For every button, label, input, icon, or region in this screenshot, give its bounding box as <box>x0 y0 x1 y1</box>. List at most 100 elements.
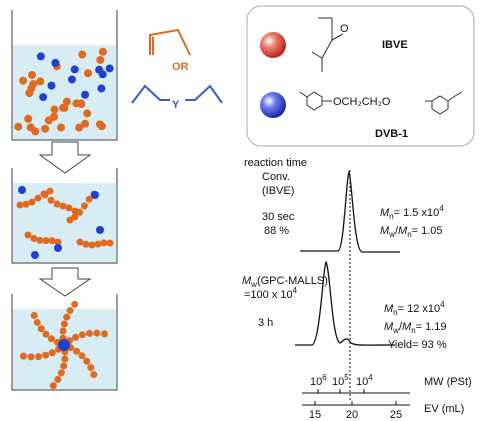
gpc-header: reaction time <box>244 157 307 169</box>
blue-particle <box>71 65 79 73</box>
orange-particle <box>89 242 96 249</box>
blue-particle <box>81 91 89 99</box>
orange-particle <box>54 201 61 208</box>
orange-particle <box>49 349 56 356</box>
orange-particle <box>50 113 58 121</box>
orange-particle <box>63 314 70 321</box>
mw-axis-label: MW (PSt) <box>424 376 472 388</box>
orange-particle <box>73 348 80 355</box>
blue-particle <box>95 66 103 74</box>
orange-particle <box>31 235 38 242</box>
orange-particle <box>61 321 68 328</box>
orange-particle <box>66 204 73 211</box>
orange-particle <box>35 195 42 202</box>
orange-particle <box>36 77 44 85</box>
gpc-header: (IBVE) <box>262 185 294 197</box>
orange-particle <box>107 240 114 247</box>
orange-particle <box>19 77 27 85</box>
orange-particle <box>38 325 45 332</box>
conv-label: 88 % <box>264 225 289 237</box>
orange-particle <box>28 71 36 79</box>
orange-particle <box>101 330 108 337</box>
blue-particle <box>68 75 76 83</box>
exponent: 6 <box>322 373 327 382</box>
orange-particle <box>90 371 97 378</box>
divinyl-label: Y <box>172 99 180 111</box>
orange-particle <box>93 330 100 337</box>
orange-particle <box>34 319 41 326</box>
orange-particle <box>28 353 35 360</box>
orange-particle <box>96 56 104 64</box>
orange-particle <box>96 120 104 128</box>
orange-particle <box>49 237 56 244</box>
vinyl-ether-structure <box>150 30 190 55</box>
star-core <box>58 339 70 351</box>
orange-particle <box>31 312 38 319</box>
blue-particle <box>91 191 99 199</box>
time-label: 30 sec <box>262 211 295 223</box>
orange-particle <box>79 331 86 338</box>
orange-particle <box>72 334 79 341</box>
mw-malls-value: =100 x 104 <box>244 286 298 301</box>
ibve-label: IBVE <box>382 39 408 51</box>
orange-particle <box>59 104 67 112</box>
orange-particle <box>14 123 22 131</box>
orange-particle <box>58 369 65 376</box>
orange-particle <box>42 192 49 199</box>
ev-tick-label: 15 <box>309 409 321 421</box>
orange-particle <box>23 201 30 208</box>
mw-tick-label: 105 <box>332 373 349 388</box>
beaker-air <box>13 10 116 45</box>
time-label: 3 h <box>258 317 273 329</box>
orange-particle <box>95 241 102 248</box>
orange-particle <box>42 352 49 359</box>
orange-particle <box>48 197 55 204</box>
orange-particle <box>54 376 61 383</box>
orange-particle <box>76 209 83 216</box>
base: 10 <box>356 376 368 388</box>
orange-particle <box>50 382 57 389</box>
legend-box <box>247 6 474 146</box>
orange-particle <box>78 51 86 59</box>
blue-particle <box>39 93 47 101</box>
blue-particle <box>48 82 56 90</box>
orange-particle <box>83 241 90 248</box>
blue-particle <box>54 244 62 252</box>
exponent: 5 <box>344 373 349 382</box>
orange-particle <box>99 48 107 56</box>
orange-particle <box>79 352 86 359</box>
orange-particle <box>86 330 93 337</box>
yield-label: Yield= 93 % <box>388 339 447 351</box>
orange-particle <box>77 239 84 246</box>
oxygen: O <box>340 23 349 35</box>
mn-label: Mn= 1.5 x104 <box>380 204 444 221</box>
blue-particle <box>106 64 114 72</box>
orange-particle <box>83 109 91 117</box>
orange-particle <box>60 362 67 369</box>
orange-particle <box>61 355 68 362</box>
blue-sphere <box>260 92 286 118</box>
orange-particle <box>17 202 24 209</box>
base: 10 <box>310 376 322 388</box>
mw-malls-label: Mw(GPC-MALLS) <box>242 275 328 289</box>
arrow <box>40 268 90 296</box>
orange-particle <box>27 84 35 92</box>
dvb-label: DVB-1 <box>375 128 408 140</box>
orange-particle <box>37 237 44 244</box>
orange-particle <box>60 328 67 335</box>
exponent: 4 <box>368 373 373 382</box>
blue-particle <box>31 251 39 259</box>
orange-particle <box>50 105 58 113</box>
ev-axis-label: EV (mL) <box>424 403 464 415</box>
orange-particle <box>67 307 74 314</box>
orange-particle <box>72 99 80 107</box>
orange-particle <box>60 203 67 210</box>
orange-particle <box>57 123 65 131</box>
blue-particle <box>96 226 104 234</box>
orange-particle <box>24 115 32 123</box>
mw-tick-label: 106 <box>310 373 327 388</box>
blue-particle <box>97 84 105 92</box>
orange-particle <box>29 199 36 206</box>
mn-label: Mn= 12 x104 <box>384 300 445 317</box>
